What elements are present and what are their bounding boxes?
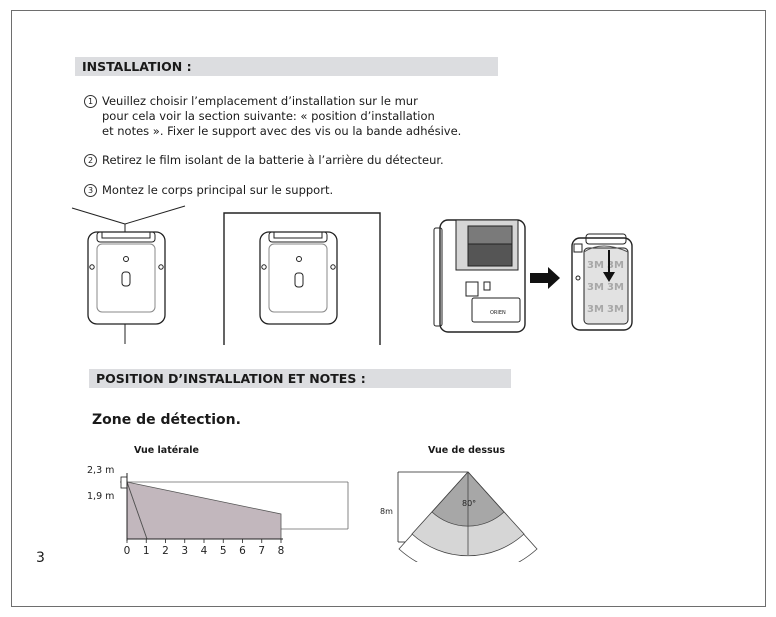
- svg-text:3M: 3M: [587, 282, 604, 293]
- down-arrow-icon: [603, 272, 615, 282]
- height-1-9-label: 1,9 m: [87, 491, 114, 502]
- step-3: 3 Montez le corps principal sur le suppor…: [84, 183, 333, 198]
- distance-axis-ticks: [126, 539, 282, 543]
- svg-text:1: 1: [143, 545, 150, 554]
- step-2: 2 Retirez le film isolant de la batterie …: [84, 153, 444, 168]
- svg-text:3M: 3M: [607, 304, 624, 315]
- height-2-3-label: 2,3 m: [87, 465, 114, 476]
- side-view-diagram: 2,3 m 1,9 m 0 1 2 3 4 5 6 7 8: [87, 465, 349, 554]
- step-2-text: Retirez le film isolant de la batterie à…: [102, 153, 444, 167]
- top-view-title: Vue de dessus: [428, 445, 506, 456]
- step-3-text: Montez le corps principal sur le support…: [102, 183, 334, 197]
- step-1-line-3: et notes ». Fixer le support avec des vi…: [102, 124, 462, 138]
- battery-film-illustration: ORIEN 3M 3M 3M 3M 3M 3M: [433, 219, 633, 333]
- page-border: [11, 10, 766, 607]
- detection-zone-far: [126, 481, 282, 540]
- sensor-mount-icon: [120, 476, 128, 489]
- adhesive-tape-text: 3M 3M 3M 3M 3M 3M: [587, 260, 624, 315]
- zone-title: Zone de détection.: [92, 412, 241, 428]
- step-1-line-2: pour cela voir la section suivante: « po…: [102, 109, 435, 123]
- svg-text:6: 6: [239, 545, 246, 554]
- step-1-number: 1: [84, 95, 97, 108]
- step-1-line-1: Veuillez choisir l’emplacement d’install…: [102, 94, 418, 108]
- svg-text:4: 4: [201, 545, 208, 554]
- position-heading: POSITION D’INSTALLATION ET NOTES :: [89, 369, 511, 388]
- installation-heading: INSTALLATION :: [75, 57, 498, 76]
- svg-text:2: 2: [162, 545, 169, 554]
- wall-bracket-illustration: [223, 212, 381, 345]
- installation-heading-text: INSTALLATION :: [82, 59, 192, 74]
- svg-text:0: 0: [124, 545, 131, 554]
- svg-text:3M: 3M: [607, 260, 624, 271]
- svg-text:3M: 3M: [587, 304, 604, 315]
- detection-fan: [398, 471, 538, 562]
- svg-text:3M: 3M: [587, 260, 604, 271]
- corner-bracket-illustration: [71, 205, 186, 344]
- step-3-number: 3: [84, 184, 97, 197]
- svg-text:3M: 3M: [607, 282, 624, 293]
- svg-text:5: 5: [220, 545, 227, 554]
- top-view-diagram: 8m 80°: [380, 471, 538, 562]
- angle-80-label: 80°: [462, 499, 476, 508]
- svg-text:3: 3: [181, 545, 188, 554]
- right-arrow-icon: [530, 267, 560, 289]
- page-number: 3: [36, 550, 45, 566]
- distance-8m-label: 8m: [380, 507, 393, 516]
- step-2-number: 2: [84, 154, 97, 167]
- device-brand-label: ORIEN: [490, 310, 506, 316]
- position-heading-text: POSITION D’INSTALLATION ET NOTES :: [96, 371, 366, 386]
- svg-text:8: 8: [278, 545, 285, 554]
- svg-text:7: 7: [258, 545, 265, 554]
- step-1: 1 Veuillez choisir l’emplacement d’instal…: [84, 94, 461, 139]
- side-view-title: Vue latérale: [134, 445, 199, 456]
- distance-axis-labels: 0 1 2 3 4 5 6 7 8: [124, 545, 285, 554]
